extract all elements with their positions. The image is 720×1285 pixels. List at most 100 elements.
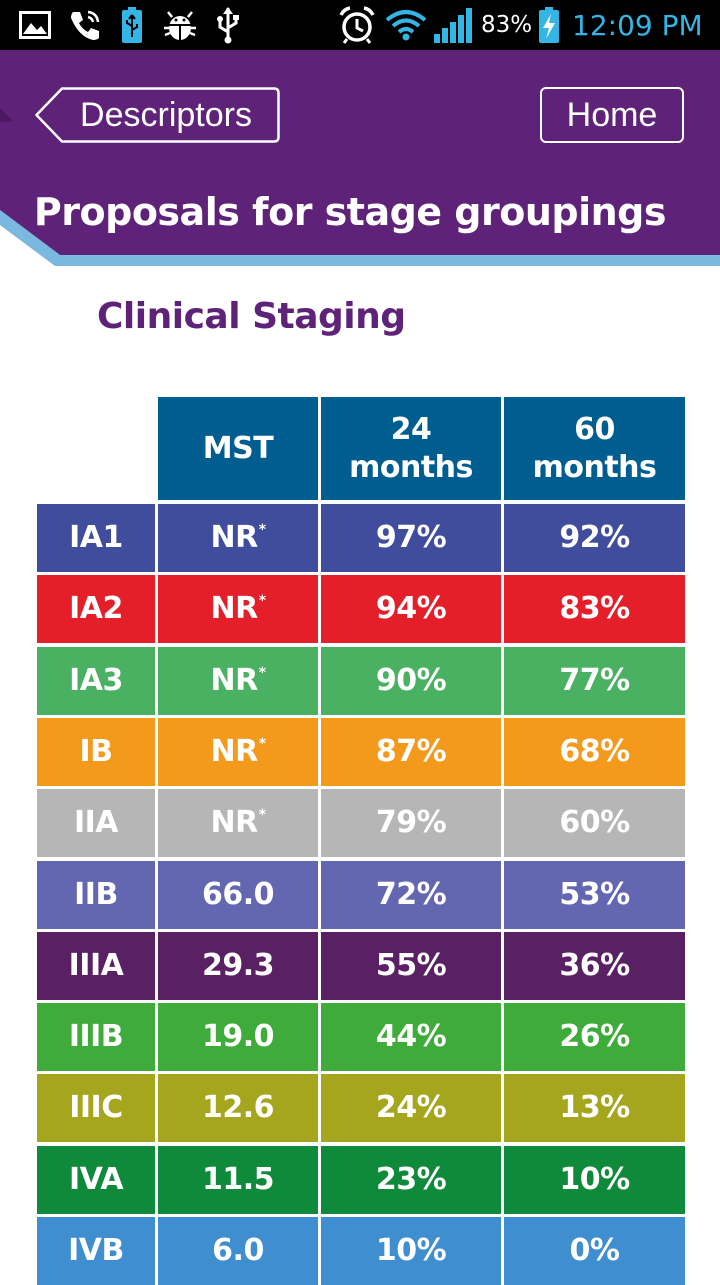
mst-cell: 19.0 <box>158 1003 318 1071</box>
back-button[interactable]: Descriptors <box>34 87 280 143</box>
month-60-cell-value: 77% <box>559 663 630 698</box>
signal-icon <box>432 0 476 50</box>
month-60-cell: 26% <box>504 1003 685 1071</box>
month-60-cell: 13% <box>504 1074 685 1142</box>
column-header-60-months: 60 months <box>504 397 685 500</box>
mst-cell: NR * <box>158 647 318 715</box>
back-button-label: Descriptors <box>80 95 252 134</box>
month-24-cell: 90% <box>321 647 501 715</box>
stage-cell-value: IIIA <box>68 948 124 983</box>
stage-cell-value: IIB <box>74 877 118 912</box>
usb-icon <box>212 0 244 50</box>
month-24-cell: 79% <box>321 789 501 857</box>
stage-cell-value: IVA <box>68 1162 124 1197</box>
mst-cell-value: NR <box>210 663 258 698</box>
image-icon <box>18 0 52 50</box>
month-60-cell: 83% <box>504 575 685 643</box>
stage-cell: IIIC <box>37 1074 155 1142</box>
stage-cell: IA1 <box>37 504 155 572</box>
month-24-cell-value: 10% <box>375 1233 447 1268</box>
mst-cell: 12.6 <box>158 1074 318 1142</box>
stage-cell-value: IB <box>79 734 113 769</box>
mst-cell: NR * <box>158 575 318 643</box>
month-24-cell-value: 94% <box>375 591 447 626</box>
stage-cell: IA2 <box>37 575 155 643</box>
stage-cell-value: IA2 <box>69 591 123 626</box>
mst-cell-value: 66.0 <box>201 877 275 912</box>
month-24-cell: 23% <box>321 1146 501 1214</box>
month-24-cell: 55% <box>321 932 501 1000</box>
battery-charging-icon <box>536 0 562 50</box>
month-24-cell: 94% <box>321 575 501 643</box>
month-24-cell-value: 24% <box>375 1090 447 1125</box>
mst-cell: 29.3 <box>158 932 318 1000</box>
mst-cell-value: 6.0 <box>212 1233 264 1268</box>
stage-cell: IVB <box>37 1217 155 1285</box>
home-button-label: Home <box>566 95 658 134</box>
status-bar: 83% 12:09 PM <box>0 0 720 50</box>
month-60-cell: 60% <box>504 789 685 857</box>
phone-icon <box>66 0 102 50</box>
month-24-cell: 44% <box>321 1003 501 1071</box>
mst-cell-value: NR <box>210 734 258 769</box>
column-header-24-months: 24 months <box>321 397 501 500</box>
footnote-marker: * <box>258 807 266 823</box>
month-60-cell-value: 10% <box>559 1162 630 1197</box>
month-60-cell-value: 60% <box>559 805 630 840</box>
home-button[interactable]: Home <box>540 87 684 143</box>
month-60-cell-value: 13% <box>559 1090 630 1125</box>
wifi-icon <box>384 0 428 50</box>
mst-cell: 11.5 <box>158 1146 318 1214</box>
footnote-marker: * <box>258 593 266 609</box>
mst-cell-value: 19.0 <box>201 1019 275 1054</box>
stage-cell-value: IIIB <box>68 1019 124 1054</box>
mst-cell: NR * <box>158 789 318 857</box>
stage-cell: IVA <box>37 1146 155 1214</box>
month-60-cell-value: 36% <box>559 948 630 983</box>
footnote-marker: * <box>258 665 266 681</box>
mst-cell-value: NR <box>210 520 258 555</box>
month-60-cell: 77% <box>504 647 685 715</box>
stage-cell: IIB <box>37 861 155 929</box>
alarm-icon <box>336 0 378 50</box>
stage-cell: IIIB <box>37 1003 155 1071</box>
section-title: Clinical Staging <box>97 296 406 337</box>
stage-cell-value: IVB <box>68 1233 124 1268</box>
stage-cell-value: IIIC <box>69 1090 123 1125</box>
month-60-cell: 0% <box>504 1217 685 1285</box>
mst-cell: 6.0 <box>158 1217 318 1285</box>
stage-cell: IIIA <box>37 932 155 1000</box>
back-button-outline <box>35 87 280 143</box>
stage-cell: IA3 <box>37 647 155 715</box>
month-24-cell: 72% <box>321 861 501 929</box>
month-60-cell: 36% <box>504 932 685 1000</box>
month-24-cell-value: 97% <box>375 520 447 555</box>
battery-usb-icon <box>118 0 146 50</box>
stage-cell-value: IA3 <box>69 663 123 698</box>
month-60-cell: 68% <box>504 718 685 786</box>
month-60-cell-value: 68% <box>559 734 630 769</box>
mst-cell: 66.0 <box>158 861 318 929</box>
month-60-cell: 10% <box>504 1146 685 1214</box>
month-24-cell-value: 79% <box>375 805 447 840</box>
month-60-cell: 53% <box>504 861 685 929</box>
stage-cell-value: IA1 <box>69 520 123 555</box>
month-24-cell-value: 44% <box>375 1019 447 1054</box>
mst-cell-value: 12.6 <box>201 1090 275 1125</box>
month-24-cell: 24% <box>321 1074 501 1142</box>
month-60-cell-value: 26% <box>559 1019 630 1054</box>
month-60-cell-value: 92% <box>559 520 630 555</box>
mst-cell-value: 11.5 <box>201 1162 275 1197</box>
footnote-marker: * <box>258 522 266 538</box>
month-24-cell-value: 55% <box>375 948 447 983</box>
mst-cell: NR * <box>158 718 318 786</box>
month-60-cell-value: 83% <box>559 591 630 626</box>
column-header-mst: MST <box>158 397 318 500</box>
mst-cell-value: NR <box>210 805 258 840</box>
header: Descriptors Home Proposals for stage gro… <box>0 50 720 266</box>
month-24-cell-value: 90% <box>375 663 447 698</box>
clock: 12:09 PM <box>572 8 703 42</box>
android-debug-icon <box>160 0 200 50</box>
month-24-cell: 97% <box>321 504 501 572</box>
month-24-cell: 10% <box>321 1217 501 1285</box>
